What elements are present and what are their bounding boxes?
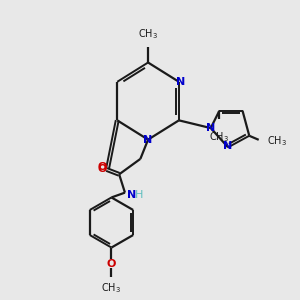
Text: N: N	[224, 141, 233, 152]
Text: N: N	[176, 77, 185, 87]
Text: O: O	[97, 164, 106, 173]
Text: CH$_3$: CH$_3$	[267, 135, 286, 148]
Text: N: N	[127, 190, 136, 200]
Text: H: H	[135, 190, 143, 200]
Text: N: N	[206, 123, 215, 133]
Text: CH$_3$: CH$_3$	[138, 28, 158, 41]
Text: CH$_3$: CH$_3$	[209, 130, 230, 144]
Text: CH$_3$: CH$_3$	[101, 281, 122, 295]
Text: N: N	[143, 135, 153, 145]
Text: O: O	[97, 162, 106, 172]
Text: O: O	[107, 259, 116, 269]
